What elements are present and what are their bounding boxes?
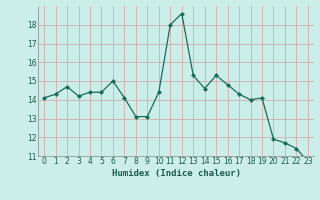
X-axis label: Humidex (Indice chaleur): Humidex (Indice chaleur): [111, 169, 241, 178]
